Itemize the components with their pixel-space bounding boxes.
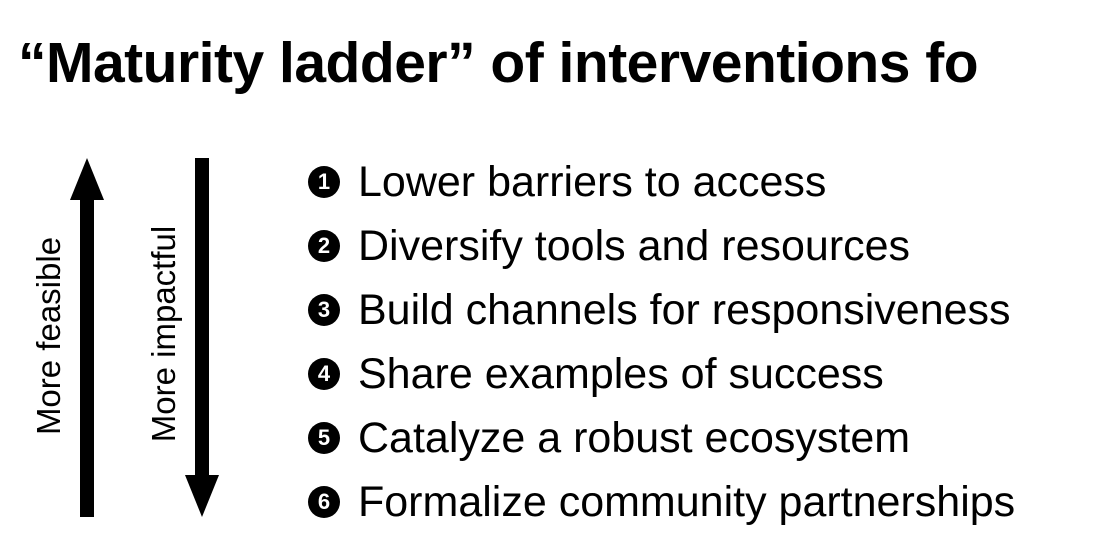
intervention-list: 1 Lower barriers to access 2 Diversify t… <box>308 150 1015 534</box>
step-number-badge: 1 <box>308 166 340 198</box>
more-feasible-label: More feasible <box>30 236 67 436</box>
step-number-badge: 4 <box>308 358 340 390</box>
step-label: Lower barriers to access <box>358 157 827 206</box>
step-number-badge: 2 <box>308 230 340 262</box>
step-label: Share examples of success <box>358 349 884 398</box>
list-item: 4 Share examples of success <box>308 342 1015 406</box>
more-impactful-label: More impactful <box>145 225 182 443</box>
step-label: Diversify tools and resources <box>358 221 911 270</box>
step-number-badge: 3 <box>308 294 340 326</box>
step-label: Formalize community partnerships <box>358 477 1016 526</box>
list-item: 3 Build channels for responsiveness <box>308 278 1015 342</box>
step-number-badge: 5 <box>308 422 340 454</box>
list-item: 2 Diversify tools and resources <box>308 214 1015 278</box>
slide-title: “Maturity ladder” of interventions fo <box>18 31 979 95</box>
list-item: 6 Formalize community partnerships <box>308 470 1015 534</box>
step-label: Catalyze a robust ecosystem <box>358 413 911 462</box>
step-label: Build channels for responsiveness <box>358 285 1011 334</box>
list-item: 1 Lower barriers to access <box>308 150 1015 214</box>
up-arrow <box>70 158 104 517</box>
step-number-badge: 6 <box>308 486 340 518</box>
down-arrow <box>185 158 219 517</box>
list-item: 5 Catalyze a robust ecosystem <box>308 406 1015 470</box>
